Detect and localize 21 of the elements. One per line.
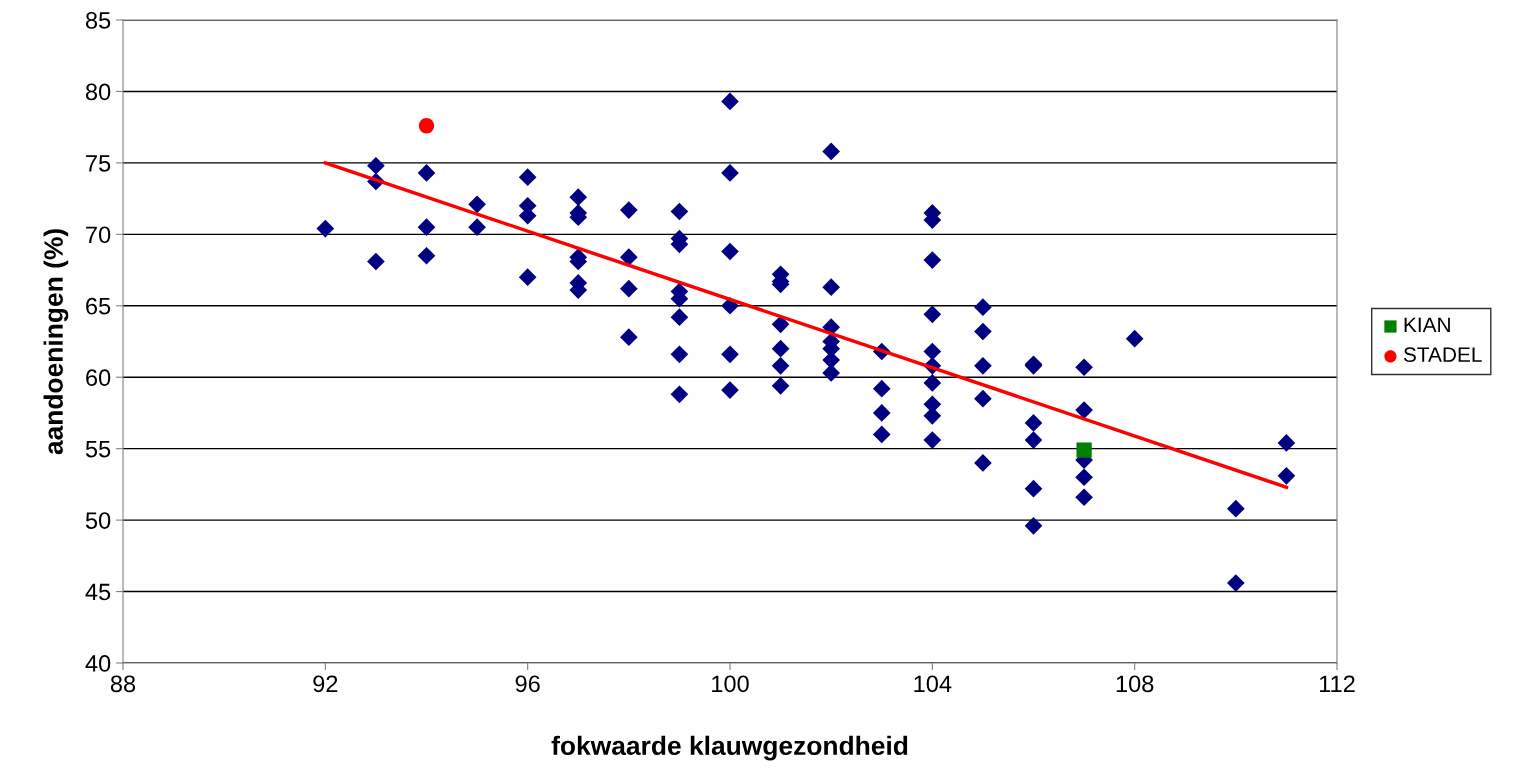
y-tick-label: 85 [85,12,111,29]
x-tick-label: 100 [712,675,749,693]
y-axis-title: aandoeningen (%) [43,229,69,455]
legend-label: KIAN [1404,317,1450,332]
x-tick-label: 92 [313,675,338,693]
x-axis-title: fokwaarde klauwgezondheid [551,735,908,761]
y-tick-label: 45 [85,583,111,601]
x-tick-label: 108 [1116,675,1154,693]
y-tick-label: 65 [86,297,111,315]
x-tick-label: 88 [110,675,136,693]
y-tick-label: 60 [86,369,111,387]
x-tick-label: 96 [515,675,540,693]
y-tick-label: 70 [86,226,111,244]
legend-label: STADEL [1403,347,1482,363]
x-tick-label: 104 [914,675,952,693]
x-tick-label: 112 [1319,675,1355,692]
y-tick-label: 50 [85,512,111,529]
y-tick-label: 75 [86,155,111,172]
y-tick-label: 40 [85,655,111,672]
y-tick-label: 80 [85,83,111,101]
y-tick-label: 55 [85,440,111,458]
